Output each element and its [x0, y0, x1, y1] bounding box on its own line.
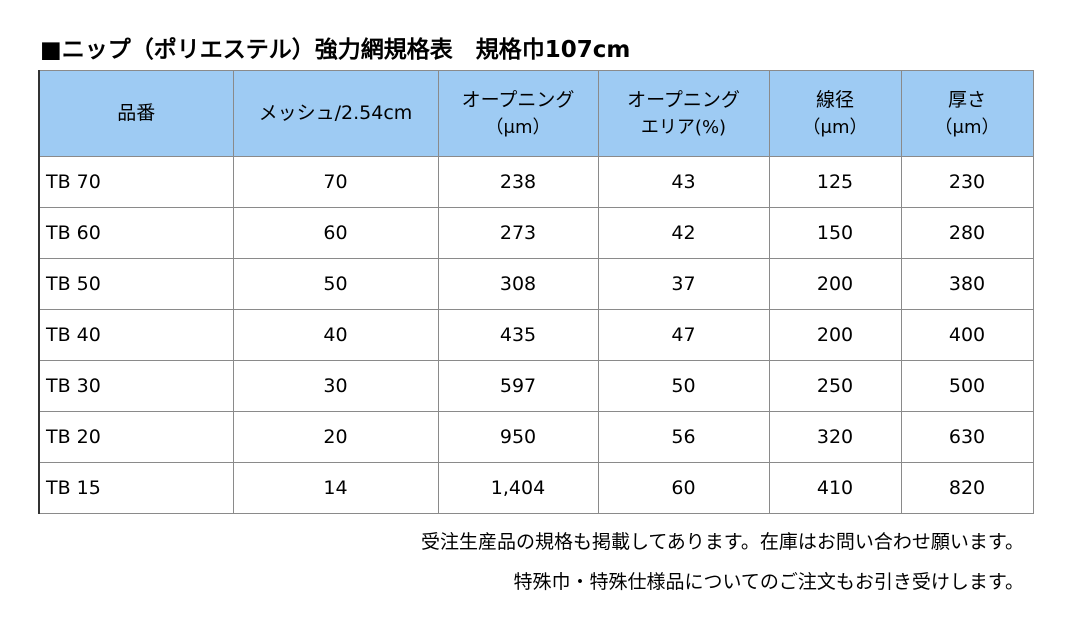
- cell: 400: [900, 309, 1034, 361]
- cell: 238: [437, 156, 599, 208]
- cell: TB 50: [38, 258, 234, 310]
- cell: 60: [597, 462, 770, 514]
- cell: 56: [597, 411, 770, 463]
- row: TB 40 40 435 47 200 400: [38, 309, 1034, 361]
- row: TB 20 20 950 56 320 630: [38, 411, 1034, 463]
- cell: 630: [900, 411, 1034, 463]
- header-text: オープニング: [461, 88, 575, 111]
- cell: 410: [768, 462, 902, 514]
- row: TB 70 70 238 43 125 230: [38, 156, 1034, 208]
- row: TB 60 60 273 42 150 280: [38, 207, 1034, 259]
- cell: 320: [768, 411, 902, 463]
- cell: 280: [900, 207, 1034, 259]
- cell: 273: [437, 207, 599, 259]
- cell: TB 20: [38, 411, 234, 463]
- cell: 14: [232, 462, 439, 514]
- cell: 47: [597, 309, 770, 361]
- cell: TB 70: [38, 156, 234, 208]
- cell: 250: [768, 360, 902, 412]
- header-text: オープニング: [627, 88, 740, 111]
- cell: 200: [768, 258, 902, 310]
- cell: 150: [768, 207, 902, 259]
- cell: 30: [232, 360, 439, 412]
- row: TB 50 50 308 37 200 380: [38, 258, 1034, 310]
- header-cell: 品番: [38, 70, 234, 157]
- cell: 40: [232, 309, 439, 361]
- cell: TB 15: [38, 462, 234, 514]
- cell: 50: [232, 258, 439, 310]
- cell: TB 60: [38, 207, 234, 259]
- header-cell: オープニング （μm）: [437, 70, 599, 157]
- cell: 820: [900, 462, 1034, 514]
- cell: 950: [437, 411, 599, 463]
- header-text: メッシュ/2.54cm: [258, 102, 413, 124]
- cell: 435: [437, 309, 599, 361]
- header-cell: メッシュ/2.54cm: [232, 70, 439, 157]
- header-text: （μm）: [802, 116, 868, 138]
- header-text: （μm）: [485, 116, 551, 138]
- cell: 380: [900, 258, 1034, 310]
- cell: 37: [597, 258, 770, 310]
- header-text: エリア(%): [640, 116, 727, 138]
- cell: 43: [597, 156, 770, 208]
- cell: 500: [900, 360, 1034, 412]
- header-cell: オープニング エリア(%): [597, 70, 770, 157]
- row: TB 15 14 1,404 60 410 820: [38, 462, 1034, 514]
- cell: TB 40: [38, 309, 234, 361]
- cell: 70: [232, 156, 439, 208]
- header-cell: 厚さ （μm）: [900, 70, 1034, 157]
- row: TB 30 30 597 50 250 500: [38, 360, 1034, 412]
- cell: 597: [437, 360, 599, 412]
- cell: 50: [597, 360, 770, 412]
- header-text: 品番: [117, 102, 156, 124]
- note: 受注生産品の規格も掲載してあります。在庫はお問い合わせ願います。: [420, 531, 1024, 553]
- cell: 200: [768, 309, 902, 361]
- cell: 1,404: [437, 462, 599, 514]
- header-text: 厚さ: [947, 88, 986, 111]
- cell: TB 30: [38, 360, 234, 412]
- cell: 125: [768, 156, 902, 208]
- title: ■ニップ（ポリエステル）強力網規格表 規格巾107cm: [40, 37, 631, 63]
- note: 特殊巾・特殊仕様品についてのご注文もお引き受けします。: [513, 571, 1024, 593]
- spec-table: 品番 メッシュ/2.54cm オープニング （μm） オープニング エリア(%) 線径 （μm…: [38, 70, 1034, 514]
- header-text: （μm）: [934, 116, 1000, 138]
- cell: 308: [437, 258, 599, 310]
- cell: 42: [597, 207, 770, 259]
- cell: 20: [232, 411, 439, 463]
- cell: 60: [232, 207, 439, 259]
- header-text: 線径: [815, 88, 854, 111]
- header-cell: 線径 （μm）: [768, 70, 902, 157]
- header-row: 品番 メッシュ/2.54cm オープニング （μm） オープニング エリア(%) 線径 （μm…: [38, 70, 1034, 157]
- cell: 230: [900, 156, 1034, 208]
